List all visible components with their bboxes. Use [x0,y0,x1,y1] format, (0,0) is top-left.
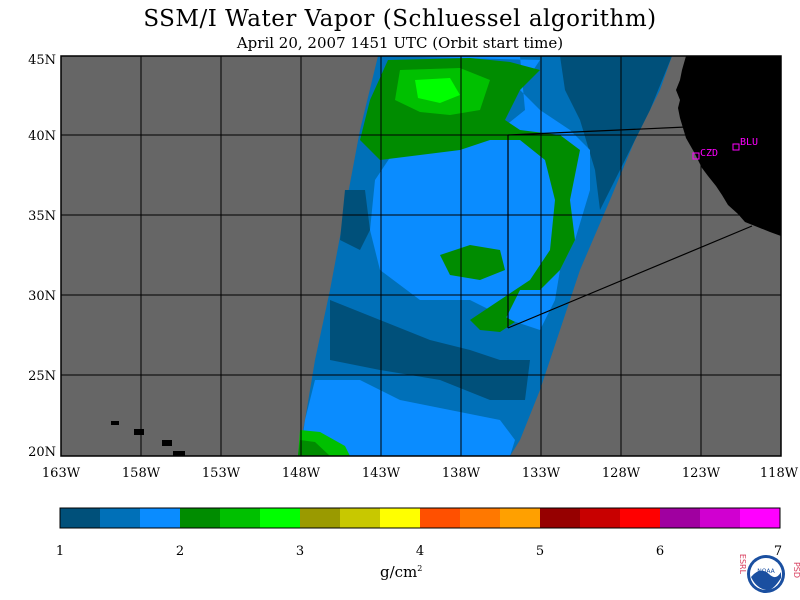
colorbar-segment [300,508,341,528]
psd-letters: PSD [792,562,800,578]
colorbar-segment [380,508,421,528]
map-panel: CZD BLU [61,56,781,456]
moist-patch-corner-dark [298,440,330,456]
colorbar-units: g/cm2 [380,563,423,581]
island-maui [162,440,172,446]
site-blu-label: BLU [740,137,758,148]
lon-label: 133W [522,466,561,481]
lat-label: 35N [28,209,56,224]
colorbar-segment [420,508,461,528]
moist-peak [415,78,460,103]
lat-label: 25N [28,369,56,384]
land-california [676,56,781,236]
moist-patch-mid [440,245,505,280]
lat-label: 40N [28,129,56,144]
graticule [61,56,781,456]
colorbar-segment [220,508,261,528]
site-blu-marker [732,143,740,151]
colorbar-segment [140,508,181,528]
map-frame [60,55,782,457]
colorbar-segment [620,508,661,528]
colorbar-tick-label: 7 [774,544,782,559]
moist-band-north [360,58,580,330]
island-hawaii [173,451,185,456]
colorbar-tick-label: 3 [296,544,304,559]
lon-label: 123W [682,466,721,481]
colorbar-tick-label: 2 [176,544,184,559]
colorbar [60,508,781,528]
map-subtitle: April 20, 2007 1451 UTC (Orbit start tim… [236,34,564,52]
colorbar-segment [340,508,381,528]
colorbar-tick-label: 1 [56,544,64,559]
lon-axis: 163W 158W 153W 148W 143W 138W 133W 128W … [42,466,799,481]
colorbar-frame [59,507,781,529]
lat-label: 30N [28,289,56,304]
island-oahu [134,429,144,435]
lat-label: 20N [28,445,56,460]
colorbar-segment [500,508,541,528]
colorbar-segment [740,508,781,528]
lon-label: 143W [362,466,401,481]
esrl-letters: ESRL [738,554,747,575]
lon-label: 148W [282,466,321,481]
colorbar-segment [540,508,581,528]
lon-label: 138W [442,466,481,481]
lon-label: 153W [202,466,241,481]
colorbar-segment [700,508,741,528]
colorbar-segment [460,508,501,528]
noaa-logo-center-text: NOAA [757,568,775,575]
lat-label: 45N [28,53,56,68]
lon-label: 158W [122,466,161,481]
swath-east-dark [560,56,672,210]
swath-center-bright [370,56,590,330]
map-title: SSM/I Water Vapor (Schluessel algorithm) [143,6,657,32]
colorbar-segment [580,508,621,528]
lon-label: 128W [602,466,641,481]
island-kauai [111,421,119,425]
colorbar-tick-label: 4 [416,544,424,559]
colorbar-segment [60,508,101,528]
colorbar-tick-label: 5 [536,544,544,559]
lon-label: 163W [42,466,81,481]
colorbar-segment [660,508,701,528]
colorbar-tick-label: 6 [656,544,664,559]
colorbar-segment [180,508,221,528]
lat-axis: 45N 40N 35N 30N 25N 20N [28,53,56,460]
analysis-outline [507,126,753,329]
colorbar-segment [260,508,301,528]
colorbar-segment [100,508,141,528]
moist-patch-south [476,314,515,332]
site-czd-marker [692,152,700,160]
swath-west-dark [340,190,370,250]
noaa-logo: NOAA ESRL PSD [738,554,800,593]
colorbar-ticks: 1 2 3 4 5 6 7 [56,544,782,559]
site-czd-label: CZD [700,148,718,159]
lon-label: 118W [760,466,799,481]
